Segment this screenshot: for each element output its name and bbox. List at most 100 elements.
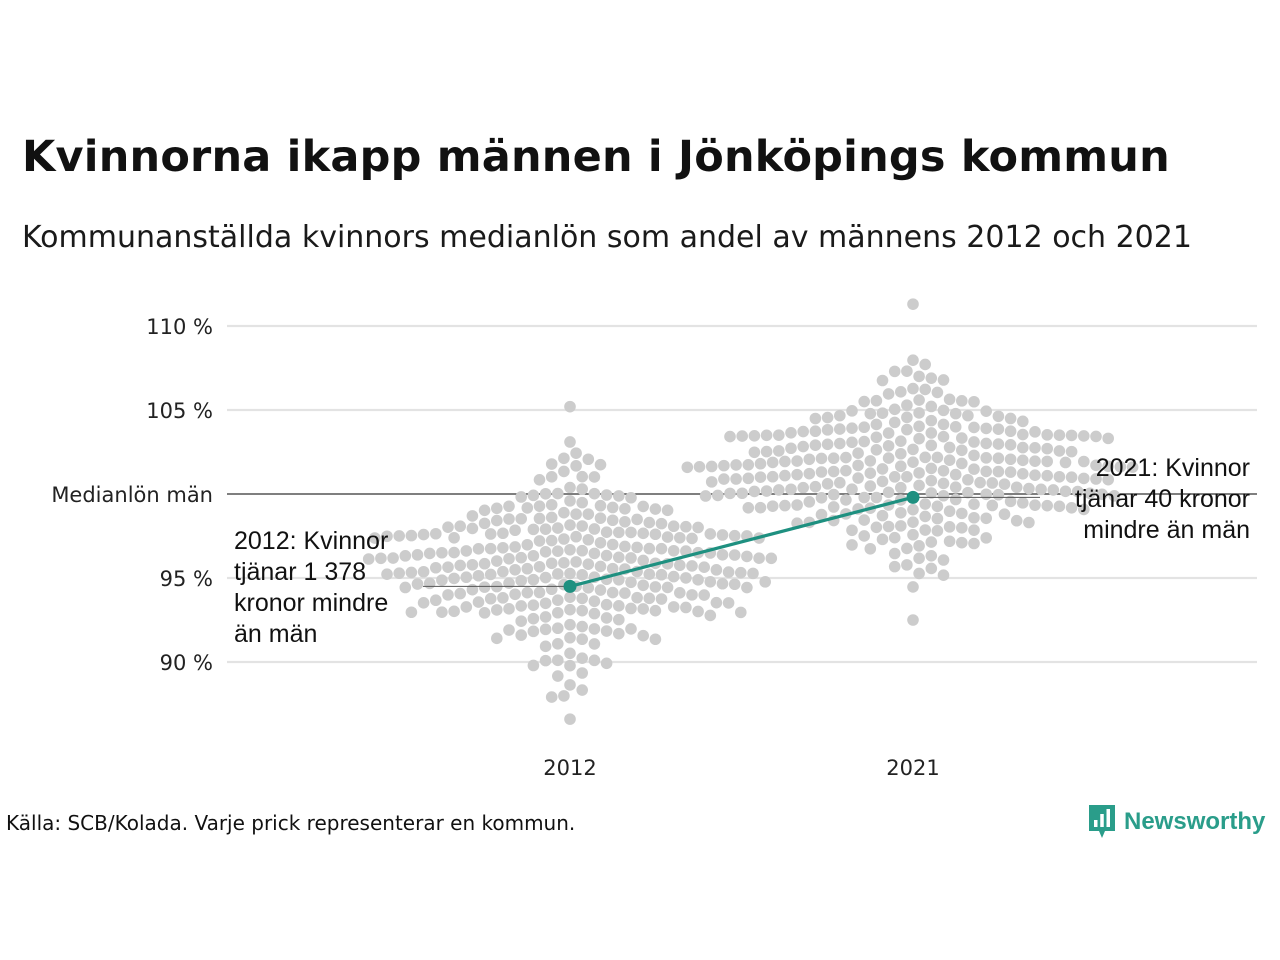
municipality-dot bbox=[827, 452, 840, 465]
municipality-dot bbox=[834, 476, 846, 489]
municipality-dot bbox=[643, 568, 656, 580]
municipality-dot bbox=[466, 510, 479, 522]
municipality-dot bbox=[613, 526, 625, 539]
highlight-point-2012 bbox=[563, 579, 577, 593]
municipality-dot bbox=[399, 581, 412, 594]
municipality-dot bbox=[937, 418, 950, 431]
municipality-dot bbox=[405, 566, 418, 579]
municipality-dot bbox=[686, 532, 698, 545]
municipality-dot bbox=[980, 532, 992, 544]
municipality-dot bbox=[576, 604, 588, 617]
municipality-dot bbox=[1053, 470, 1066, 483]
municipality-dot bbox=[582, 453, 595, 466]
municipality-dot bbox=[992, 423, 1005, 435]
municipality-dot bbox=[754, 501, 767, 514]
municipality-dot bbox=[962, 486, 974, 499]
municipality-dot bbox=[613, 600, 625, 612]
municipality-dot bbox=[736, 487, 748, 500]
municipality-dot bbox=[931, 512, 944, 525]
municipality-dot bbox=[613, 613, 625, 626]
municipality-dot bbox=[956, 395, 968, 407]
municipality-dot bbox=[754, 457, 767, 470]
municipality-dot bbox=[901, 542, 913, 555]
municipality-dot bbox=[1010, 514, 1023, 527]
municipality-dot bbox=[907, 528, 919, 541]
municipality-dot bbox=[937, 404, 950, 417]
municipality-dot bbox=[1102, 460, 1114, 473]
municipality-dot bbox=[992, 452, 1005, 465]
municipality-dot bbox=[821, 438, 834, 451]
municipality-dot bbox=[503, 624, 515, 636]
municipality-dot bbox=[454, 520, 467, 533]
municipality-dot bbox=[552, 638, 564, 650]
municipality-dot bbox=[527, 489, 540, 502]
municipality-dot bbox=[937, 569, 950, 582]
newsworthy-brand[interactable]: Newsworthy bbox=[1088, 803, 1265, 841]
municipality-dot bbox=[613, 551, 625, 564]
municipality-dot bbox=[527, 659, 540, 672]
municipality-dot bbox=[925, 536, 938, 548]
municipality-dot bbox=[564, 659, 576, 672]
municipality-dot bbox=[968, 395, 980, 408]
municipality-dot bbox=[992, 438, 1005, 450]
municipality-dot bbox=[840, 464, 852, 477]
municipality-dot bbox=[576, 620, 588, 633]
municipality-dot bbox=[667, 601, 680, 613]
beeswarm-chart: 90 % 95 % Medianlön män 105 % 110 % 2012: Kv… bbox=[51, 298, 1257, 780]
highlight-point-2021 bbox=[906, 490, 920, 504]
municipality-dot bbox=[478, 517, 491, 530]
municipality-dot bbox=[1004, 466, 1017, 478]
municipality-dot bbox=[1108, 490, 1121, 502]
municipality-dot bbox=[442, 589, 454, 601]
municipality-dot bbox=[362, 553, 375, 565]
municipality-dot bbox=[931, 386, 944, 399]
municipality-dot bbox=[956, 536, 968, 549]
municipality-dot bbox=[674, 531, 686, 544]
municipality-dot bbox=[478, 557, 491, 570]
municipality-dot bbox=[539, 487, 552, 500]
municipality-dot bbox=[937, 554, 950, 566]
municipality-dot bbox=[478, 504, 491, 517]
municipality-dot bbox=[661, 504, 674, 517]
municipality-dot bbox=[686, 560, 698, 572]
municipality-dot bbox=[827, 465, 840, 478]
municipality-dot bbox=[1004, 453, 1017, 466]
municipality-dot bbox=[785, 483, 797, 496]
municipality-dot bbox=[509, 524, 521, 537]
municipality-dot bbox=[1114, 460, 1127, 473]
municipality-dot bbox=[773, 484, 785, 496]
municipality-dot bbox=[913, 394, 925, 406]
y-tick-label: 105 % bbox=[146, 399, 213, 423]
municipality-dot bbox=[913, 407, 925, 419]
municipality-dot bbox=[797, 481, 809, 494]
municipality-dot bbox=[882, 440, 895, 452]
municipality-dot bbox=[1017, 454, 1029, 467]
municipality-dot bbox=[533, 560, 546, 573]
municipality-dot bbox=[925, 439, 938, 452]
municipality-dot bbox=[968, 511, 980, 524]
municipality-dot bbox=[858, 421, 870, 434]
municipality-dot bbox=[692, 521, 704, 534]
municipality-dot bbox=[527, 625, 540, 638]
municipality-dot bbox=[448, 532, 460, 544]
municipality-dot bbox=[484, 528, 497, 540]
municipality-dot bbox=[497, 541, 509, 554]
municipality-dot bbox=[484, 542, 497, 555]
municipality-dot bbox=[1053, 429, 1066, 441]
municipality-dot bbox=[588, 623, 601, 635]
municipality-dot bbox=[797, 440, 809, 453]
municipality-dot bbox=[724, 430, 736, 443]
municipality-dot bbox=[986, 477, 999, 489]
municipality-dot bbox=[888, 365, 901, 378]
jonkoping-series bbox=[563, 490, 920, 593]
municipality-dot bbox=[533, 473, 546, 486]
municipality-dot bbox=[649, 581, 662, 593]
municipality-dot bbox=[1102, 473, 1114, 486]
highlight-line bbox=[569, 495, 914, 588]
municipality-dot bbox=[588, 487, 601, 500]
municipality-dot bbox=[600, 549, 613, 562]
municipality-dot bbox=[539, 546, 552, 558]
municipality-dot bbox=[680, 520, 692, 533]
municipality-dot bbox=[637, 500, 649, 513]
municipality-dot bbox=[649, 503, 662, 515]
